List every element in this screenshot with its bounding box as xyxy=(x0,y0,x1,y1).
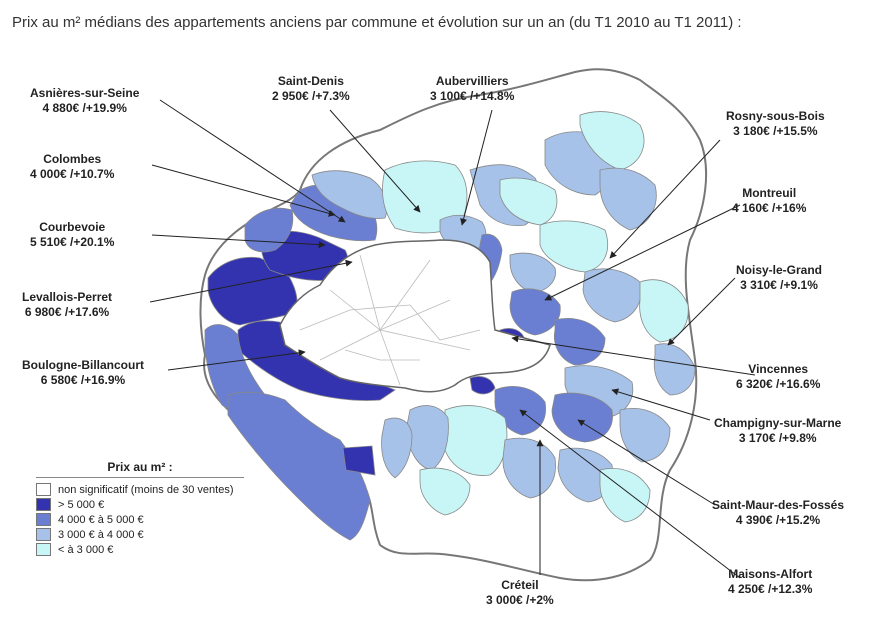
commune-ne-cyan-2 xyxy=(539,220,609,273)
commune-southwest-medium xyxy=(227,391,371,541)
label-aubervilliers: Aubervilliers 3 100€ /+14.8% xyxy=(430,74,515,103)
legend-swatch-not-significant xyxy=(36,483,51,496)
commune-south-cyan-2 xyxy=(419,467,471,516)
legend-title: Prix au m² : xyxy=(107,460,173,474)
commune-ne-light-2 xyxy=(599,167,657,231)
arrow-vincennes xyxy=(511,335,756,376)
legend-item: 4 000 € à 5 000 € xyxy=(36,512,244,527)
arrow-asnieres xyxy=(159,99,346,223)
arrow-courbevoie xyxy=(151,234,326,249)
leader-arrows xyxy=(149,99,756,579)
commune-colombes-area xyxy=(311,170,388,219)
commune-se-cyan-3 xyxy=(599,468,651,523)
arrow-montreuil xyxy=(544,204,741,301)
map-title: Prix au m² médians des appartements anci… xyxy=(12,14,742,31)
arrow-boulogne xyxy=(167,349,306,371)
commune-rosny-area xyxy=(582,268,642,323)
legend-item: < à 3 000 € xyxy=(36,542,244,557)
commune-north-cyan-2 xyxy=(499,177,558,226)
commune-montreuil-area xyxy=(509,288,561,336)
commune-east-light xyxy=(653,343,696,396)
legend-swatch-under-3000 xyxy=(36,543,51,556)
label-maisons-alfort: Maisons-Alfort 4 250€ /+12.3% xyxy=(728,567,813,596)
commune-east-medium xyxy=(553,318,606,366)
arrow-rosny xyxy=(609,139,721,259)
legend-item: non significatif (moins de 30 ventes) xyxy=(36,482,244,497)
legend-label: non significatif (moins de 30 ventes) xyxy=(58,483,234,496)
arrow-levallois xyxy=(149,259,353,303)
map-legend: Prix au m² : non significatif (moins de … xyxy=(36,460,244,557)
label-saint-maur: Saint-Maur-des-Fossés 4 390€ /+15.2% xyxy=(712,498,845,527)
legend-divider xyxy=(36,477,244,478)
label-montreuil: Montreuil 4 160€ /+16% xyxy=(732,186,807,215)
label-asnieres: Asnières-sur-Seine 4 880€ /+19.9% xyxy=(30,86,140,115)
commune-south-light-3 xyxy=(381,417,413,479)
legend-swatch-4000-5000 xyxy=(36,513,51,526)
legend-swatch-over-5000 xyxy=(36,498,51,511)
commune-south-light-1 xyxy=(405,405,449,471)
commune-south-light-2 xyxy=(502,437,556,499)
label-colombes: Colombes 4 000€ /+10.7% xyxy=(30,152,115,181)
legend-item: > 5 000 € xyxy=(36,497,244,512)
commune-saint-maur-area xyxy=(551,392,613,443)
legend-label: < à 3 000 € xyxy=(58,543,114,556)
arrow-saint-denis xyxy=(329,109,421,213)
commune-se-light-5 xyxy=(619,408,671,463)
paris-arrondissement-lines xyxy=(299,254,481,386)
paris-center xyxy=(279,239,551,393)
label-saint-denis: Saint-Denis 2 950€ /+7.3% xyxy=(272,74,350,103)
legend-item: 3 000 € à 4 000 € xyxy=(36,527,244,542)
label-courbevoie: Courbevoie 5 510€ /+20.1% xyxy=(30,220,115,249)
legend-label: 3 000 € à 4 000 € xyxy=(58,528,144,541)
arrow-aubervilliers xyxy=(460,109,493,226)
commune-south-small-dark xyxy=(342,445,376,476)
commune-ne-cyan-1 xyxy=(579,111,645,171)
legend-swatch-3000-4000 xyxy=(36,528,51,541)
arrow-colombes xyxy=(151,164,336,217)
label-noisy: Noisy-le-Grand 3 310€ /+9.1% xyxy=(736,263,823,292)
commune-south-dark-small xyxy=(469,376,496,395)
label-rosny: Rosny-sous-Bois 3 180€ /+15.5% xyxy=(726,109,825,138)
label-boulogne: Boulogne-Billancourt 6 580€ /+16.9% xyxy=(22,358,144,387)
commune-ne-light-3 xyxy=(509,252,556,293)
label-levallois: Levallois-Perret 6 980€ /+17.6% xyxy=(22,290,113,319)
arrow-saint-maur xyxy=(577,419,716,506)
arrow-maisons-alfort xyxy=(519,409,741,579)
label-vincennes: Vincennes 6 320€ /+16.6% xyxy=(736,362,821,391)
label-champigny: Champigny-sur-Marne 3 170€ /+9.8% xyxy=(714,416,842,445)
arrow-noisy xyxy=(667,277,736,346)
legend-label: > 5 000 € xyxy=(58,498,105,511)
legend-label: 4 000 € à 5 000 € xyxy=(58,513,144,526)
label-creteil: Créteil 3 000€ /+2% xyxy=(486,578,554,607)
arrow-champigny xyxy=(611,388,711,421)
